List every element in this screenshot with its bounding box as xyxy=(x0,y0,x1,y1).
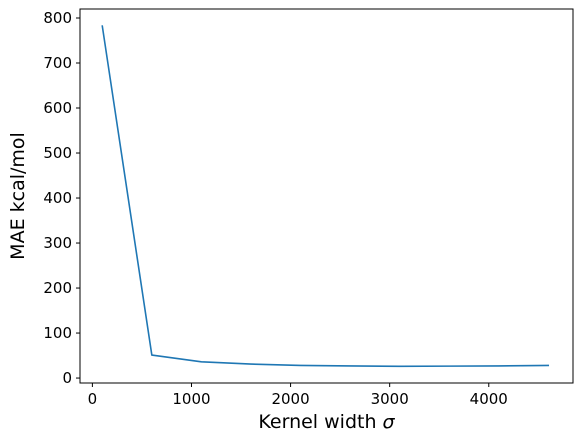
y-tick-label: 200 xyxy=(43,279,72,297)
x-tick-label: 0 xyxy=(88,390,98,408)
y-tick-label: 700 xyxy=(43,54,72,72)
x-tick-label: 1000 xyxy=(172,390,210,408)
y-tick-label: 300 xyxy=(43,234,72,252)
x-tick-label: 2000 xyxy=(271,390,309,408)
y-tick-label: 800 xyxy=(43,9,72,27)
x-tick-label: 3000 xyxy=(371,390,409,408)
x-axis-label-symbol: σ xyxy=(383,411,396,433)
x-axis: 0 1000 2000 3000 4000 xyxy=(88,383,508,408)
y-tick-label: 500 xyxy=(43,144,72,162)
x-axis-label-text: Kernel width xyxy=(258,411,376,433)
y-axis: 0 100 200 300 400 500 600 700 800 xyxy=(43,9,80,387)
y-tick-label: 100 xyxy=(43,324,72,342)
series-line xyxy=(101,25,550,368)
axes-frame xyxy=(79,8,574,384)
x-axis-label: Kernel width σ xyxy=(258,411,395,433)
y-tick-label: 600 xyxy=(43,99,72,117)
x-tick-label: 4000 xyxy=(470,390,508,408)
y-tick-label: 400 xyxy=(43,189,72,207)
plot-area xyxy=(101,25,550,368)
y-axis-label: MAE kcal/mol xyxy=(7,132,29,260)
y-tick-label: 0 xyxy=(62,369,72,387)
